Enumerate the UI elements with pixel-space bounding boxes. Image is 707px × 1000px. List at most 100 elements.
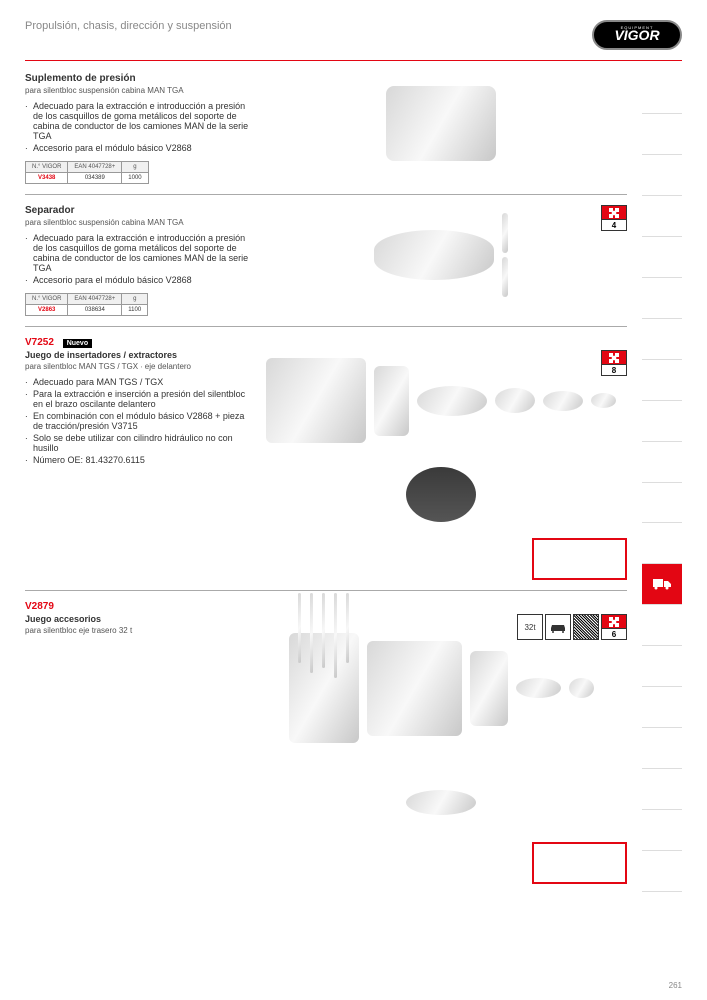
qr-badge [573, 614, 599, 640]
table-header: g [122, 162, 148, 173]
ean-value: 038634 [68, 305, 122, 316]
spec-table: N.° VIGOREAN 4047728+g V28630386341100 [25, 293, 148, 316]
puzzle-badge: 6 [601, 614, 627, 640]
sidebar-tab[interactable] [642, 605, 682, 646]
puzzle-badge: 4 [601, 205, 627, 231]
spec-table: N.° VIGOREAN 4047728+g V34380343891000 [25, 161, 149, 184]
sidebar-tab[interactable] [642, 401, 682, 442]
price-box [532, 842, 627, 884]
table-header: N.° VIGOR [26, 162, 68, 173]
weight-value: 1100 [122, 305, 148, 316]
table-header: g [122, 294, 148, 305]
sidebar-tab[interactable] [642, 769, 682, 810]
sidebar-tab[interactable] [642, 237, 682, 278]
part-image [289, 633, 359, 743]
weight-value: 1000 [122, 173, 148, 184]
product-code: V7252 [25, 337, 54, 348]
section-divider [25, 326, 627, 327]
car-badge [545, 614, 571, 640]
badge-group: 8 [601, 350, 627, 376]
catalog-page: Propulsión, chasis, dirección y suspensi… [0, 0, 707, 1000]
bullet-text: Accesorio para el módulo básico V2868 [25, 143, 255, 153]
product-section-1: Suplemento de presión para silentbloc su… [25, 73, 627, 184]
price-box [532, 538, 627, 580]
section-subtitle: para silentbloc eje trasero 32 t [25, 626, 255, 635]
part-image [591, 393, 616, 408]
sidebar-tab[interactable] [642, 319, 682, 360]
table-header: N.° VIGOR [26, 294, 68, 305]
part-image [374, 366, 409, 436]
section-subtitle: para silentbloc suspensión cabina MAN TG… [25, 86, 255, 95]
product-code: V3438 [26, 173, 68, 184]
sidebar-tab[interactable] [642, 728, 682, 769]
part-image [470, 651, 508, 726]
part-image [543, 391, 583, 411]
puzzle-icon [602, 206, 626, 219]
part-image [266, 358, 366, 443]
bullet-text: Accesorio para el módulo básico V2868 [25, 275, 255, 285]
section-divider [25, 590, 627, 591]
sidebar-tab[interactable] [642, 73, 682, 114]
content-wrapper: Suplemento de presión para silentbloc su… [25, 73, 682, 892]
product-code: V2863 [26, 305, 68, 316]
new-badge: Nuevo [63, 339, 92, 348]
badge-group: 32t 6 [517, 614, 627, 640]
ean-value: 034389 [68, 173, 122, 184]
sidebar-tab[interactable] [642, 523, 682, 564]
section-divider [25, 194, 627, 195]
puzzle-badge: 8 [601, 350, 627, 376]
header-divider [25, 60, 682, 61]
product-image-placeholder [374, 230, 494, 280]
table-header: EAN 4047728+ [68, 294, 122, 305]
bullet-text: Número OE: 81.43270.6115 [25, 455, 255, 465]
sidebar-tab[interactable] [642, 483, 682, 524]
section-title: Separador [25, 205, 255, 216]
puzzle-count: 4 [602, 219, 626, 230]
puzzle-count: 8 [602, 364, 626, 375]
puzzle-icon [602, 351, 626, 364]
product-code: V2879 [25, 601, 54, 612]
section-subtitle: para silentbloc suspensión cabina MAN TG… [25, 218, 255, 227]
category-sidebar [642, 73, 682, 892]
badge-group: 4 [601, 205, 627, 231]
bullet-text: Adecuado para la extracción e introducci… [25, 101, 255, 141]
product-section-3: V7252 Nuevo Juego de insertadores / extr… [25, 337, 627, 580]
sidebar-tab[interactable] [642, 442, 682, 483]
product-section-2: Separador para silentbloc suspensión cab… [25, 205, 627, 316]
sidebar-tab[interactable] [642, 196, 682, 237]
bolt-image [502, 213, 508, 253]
bolt-image [502, 257, 508, 297]
table-header: EAN 4047728+ [68, 162, 122, 173]
product-image-area [255, 614, 627, 834]
sidebar-tab[interactable] [642, 114, 682, 155]
sidebar-tab[interactable] [642, 155, 682, 196]
category-breadcrumb: Propulsión, chasis, dirección y suspensi… [25, 20, 232, 32]
section-title: V7252 Nuevo [25, 337, 627, 348]
bullet-text: Solo se debe utilizar con cilindro hidrá… [25, 433, 255, 453]
part-image [406, 790, 476, 815]
product-section-4: V2879 Juego accesorios para silentbloc e… [25, 601, 627, 884]
sidebar-tab[interactable] [642, 810, 682, 851]
product-image-area [255, 73, 627, 173]
sidebar-tab[interactable] [642, 564, 682, 605]
product-image-area [255, 205, 627, 305]
bullet-text: Para la extracción e inserción a presión… [25, 389, 255, 409]
page-header: Propulsión, chasis, dirección y suspensi… [25, 20, 682, 50]
puzzle-icon [602, 615, 626, 628]
sidebar-tab[interactable] [642, 687, 682, 728]
truck-icon [652, 576, 672, 592]
logo-subtext: EQUIPMENT [621, 25, 654, 30]
sidebar-tab[interactable] [642, 646, 682, 687]
sidebar-tab[interactable] [642, 851, 682, 892]
sidebar-tab[interactable] [642, 360, 682, 401]
section-subtitle: para silentbloc MAN TGS / TGX ∙ eje dela… [25, 362, 255, 371]
product-image-area [255, 350, 627, 530]
bullet-text: Adecuado para la extracción e introducci… [25, 233, 255, 273]
page-number: 261 [669, 981, 682, 990]
bullet-text: Adecuado para MAN TGS / TGX [25, 377, 255, 387]
weight-badge: 32t [517, 614, 543, 640]
section-title: Suplemento de presión [25, 73, 255, 84]
section-main-title: Juego accesorios [25, 614, 255, 624]
sidebar-tab[interactable] [642, 278, 682, 319]
section-main-title: Juego de insertadores / extractores [25, 350, 255, 360]
